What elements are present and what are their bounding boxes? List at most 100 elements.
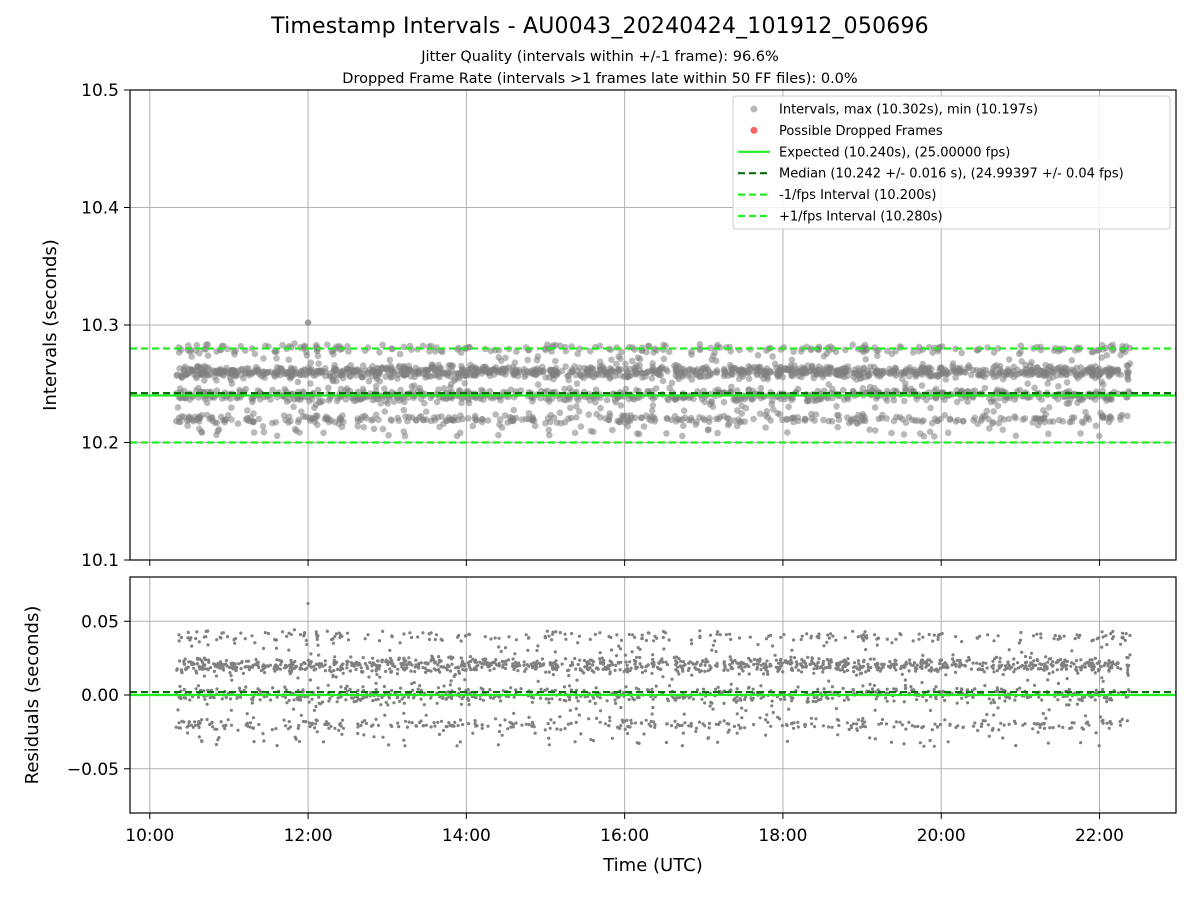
residual-point	[378, 664, 382, 668]
interval-point	[185, 416, 192, 424]
residual-point	[805, 632, 809, 636]
interval-point	[1103, 414, 1111, 422]
residual-point	[262, 739, 266, 743]
legend-label: +1/fps Interval (10.280s)	[779, 210, 943, 225]
residual-point	[817, 657, 821, 661]
residual-point	[327, 726, 331, 730]
interval-point	[294, 378, 302, 386]
residual-point	[880, 662, 884, 666]
interval-point	[798, 373, 805, 381]
interval-point	[607, 346, 615, 354]
residual-point	[371, 656, 375, 660]
residual-point	[698, 663, 703, 668]
residual-point	[328, 696, 332, 701]
residual-point	[1123, 638, 1127, 642]
residual-point	[914, 669, 918, 673]
residual-point	[836, 733, 840, 737]
residual-point	[496, 743, 500, 747]
residual-point	[486, 665, 490, 669]
residual-point	[927, 632, 931, 637]
residual-point	[337, 728, 341, 733]
residual-point	[194, 636, 198, 641]
residual-point	[176, 708, 180, 712]
residual-point	[600, 656, 604, 660]
residual-point	[480, 665, 484, 669]
residual-point	[369, 724, 373, 728]
residual-point	[1028, 656, 1032, 660]
interval-point	[326, 370, 334, 377]
residual-point	[894, 668, 898, 672]
residual-point	[380, 695, 384, 700]
residual-point	[582, 671, 586, 675]
residual-point	[602, 658, 606, 663]
residual-point	[287, 648, 291, 652]
interval-point	[1125, 368, 1132, 376]
interval-point	[713, 369, 721, 376]
residual-point	[298, 666, 302, 670]
residual-point	[894, 637, 898, 641]
interval-point	[1097, 409, 1104, 417]
residual-point	[623, 653, 628, 657]
residual-point	[1083, 665, 1087, 669]
residual-point	[821, 670, 825, 674]
interval-point	[708, 356, 716, 364]
residual-point	[862, 658, 866, 662]
residual-point	[834, 707, 839, 711]
residual-point	[1055, 668, 1059, 672]
residual-point	[987, 697, 991, 701]
residual-point	[397, 658, 401, 662]
residual-point	[782, 633, 786, 637]
residual-point	[570, 632, 574, 636]
residual-point	[1108, 719, 1112, 724]
residual-point	[894, 720, 899, 724]
residual-point	[843, 636, 847, 640]
residual-point	[579, 732, 583, 736]
legend-marker	[750, 105, 758, 113]
interval-point	[655, 366, 663, 374]
interval-point	[1063, 400, 1070, 407]
residual-point	[800, 657, 804, 662]
residual-point	[567, 698, 572, 702]
residual-point	[512, 695, 516, 699]
interval-point	[707, 391, 714, 398]
residual-point	[634, 686, 639, 690]
interval-point	[745, 386, 752, 394]
residual-point	[298, 698, 303, 702]
residual-point	[435, 701, 439, 705]
residual-point	[1003, 668, 1007, 672]
interval-point	[983, 407, 991, 415]
interval-point	[872, 427, 879, 434]
residual-point	[194, 669, 198, 673]
residual-point	[1076, 671, 1080, 675]
residual-point	[764, 637, 769, 641]
interval-point	[259, 423, 267, 430]
residual-point	[504, 662, 508, 667]
residual-point	[1045, 666, 1049, 670]
interval-point	[744, 369, 752, 376]
residual-point	[765, 713, 769, 717]
residual-point	[297, 723, 301, 728]
residual-point	[664, 660, 668, 664]
residual-point	[516, 669, 520, 673]
residual-point	[402, 668, 406, 672]
interval-point	[261, 369, 269, 376]
residual-point	[1120, 631, 1125, 635]
residual-point	[474, 668, 478, 672]
interval-point	[368, 417, 375, 424]
interval-point	[261, 374, 268, 382]
interval-point	[994, 345, 1002, 352]
residual-point	[486, 724, 490, 728]
residual-point	[305, 642, 309, 647]
residual-point	[979, 724, 984, 729]
residual-point	[503, 646, 508, 650]
interval-point	[379, 341, 386, 349]
residual-point	[992, 639, 996, 643]
interval-point	[890, 397, 898, 404]
residual-point	[558, 715, 562, 719]
residual-point	[1019, 665, 1023, 669]
residual-point	[651, 705, 655, 710]
residual-point	[239, 661, 244, 665]
residual-point	[229, 674, 233, 678]
interval-point	[375, 416, 382, 424]
residual-point	[869, 665, 873, 670]
